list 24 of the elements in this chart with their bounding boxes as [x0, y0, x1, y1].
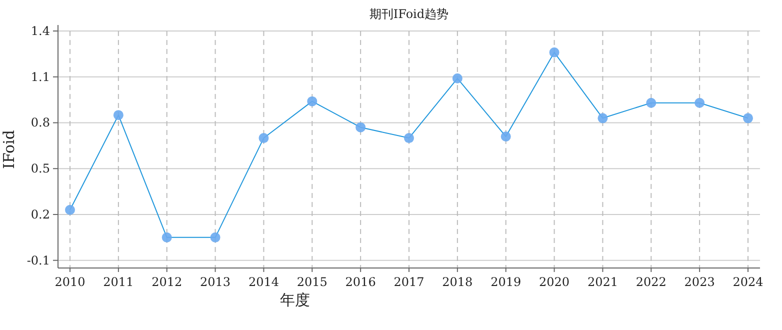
x-tick-label: 2020 — [539, 275, 570, 289]
y-tick-label: -0.1 — [26, 253, 50, 268]
x-tick-label: 2023 — [684, 275, 715, 289]
x-tick-label: 2016 — [345, 275, 376, 289]
y-tick-label: 1.4 — [30, 24, 50, 38]
y-tick-label: 0.2 — [30, 207, 50, 222]
x-tick-label: 2017 — [394, 275, 424, 289]
x-tick-label: 2019 — [490, 275, 522, 289]
y-tick-label: 1.1 — [30, 70, 50, 84]
chart-title: 期刊IFoid趋势 — [369, 7, 449, 21]
x-axis-title: 年度 — [280, 291, 310, 309]
x-tick-label: 2018 — [442, 275, 473, 289]
x-tick-label: 2022 — [636, 275, 666, 289]
x-tick-label: 2012 — [152, 275, 182, 289]
x-tick-label: 2010 — [54, 275, 86, 289]
x-tick-label: 2015 — [296, 275, 328, 289]
x-tick-label: 2013 — [200, 275, 231, 289]
y-axis-title: IFoid — [0, 130, 18, 169]
x-tick-label: 2024 — [732, 275, 764, 289]
x-tick-label: 2014 — [248, 275, 280, 289]
x-tick-label: 2011 — [103, 275, 134, 289]
x-tick-label: 2021 — [587, 275, 618, 289]
y-tick-label: 0.8 — [30, 116, 50, 130]
y-tick-label: 0.5 — [30, 162, 50, 176]
